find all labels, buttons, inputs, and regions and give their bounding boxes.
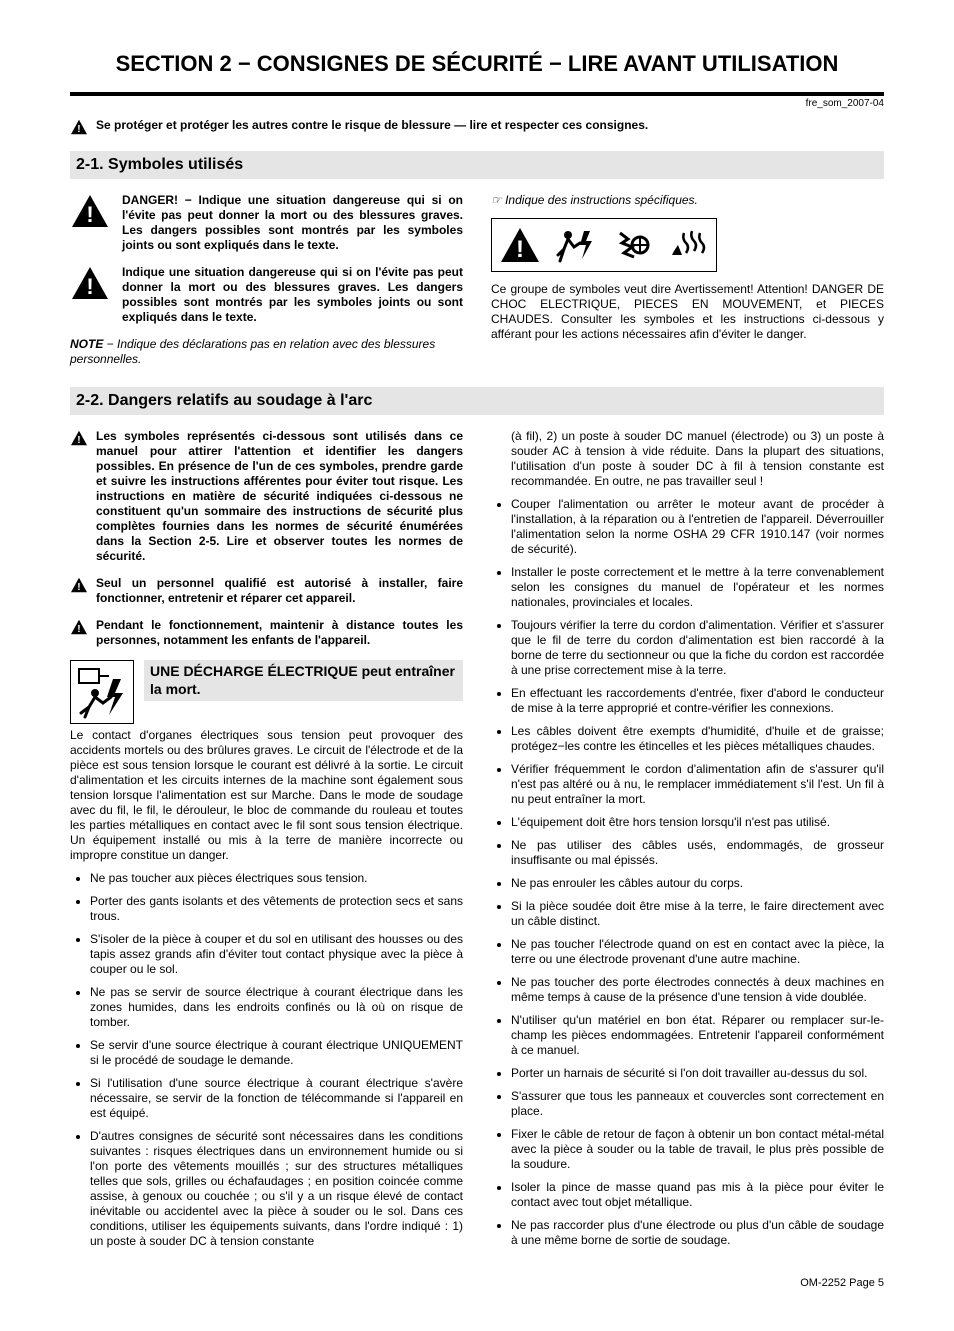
group-shock-icon <box>548 219 604 271</box>
group-hot-parts-icon <box>660 219 716 271</box>
warning-triangle-icon: ! <box>70 265 110 301</box>
list-item: Se servir d'une source électrique à cour… <box>90 1038 463 1068</box>
hazard-intro: Le contact d'organes électriques sous te… <box>70 728 463 863</box>
list-item: Ne pas toucher des porte électrodes conn… <box>511 975 884 1005</box>
sub1-columns: ! DANGER! − Indique une situation danger… <box>70 193 884 379</box>
note-text: − Indique des déclarations pas en relati… <box>70 337 435 366</box>
group-caption: Ce groupe de symboles veut dire Avertiss… <box>491 282 884 342</box>
svg-text:!: ! <box>86 274 93 299</box>
note-label: NOTE <box>70 337 103 351</box>
left-bullet-list: Ne pas toucher aux pièces électriques so… <box>70 871 463 1249</box>
pointer-text: Indique des instructions spécifiques. <box>505 193 698 207</box>
list-item: Porter un harnais de sécurité si l'on do… <box>511 1066 884 1081</box>
list-item: En effectuant les raccordements d'entrée… <box>511 686 884 716</box>
svg-text:!: ! <box>86 202 93 227</box>
right-lead-text: (à fil), 2) un poste à souder DC manuel … <box>491 429 884 489</box>
list-item: Ne pas raccorder plus d'une électrode ou… <box>511 1218 884 1248</box>
warning-triangle-icon: ! <box>70 119 88 135</box>
electric-shock-icon <box>70 660 134 724</box>
sub2-right-col: (à fil), 2) un poste à souder DC manuel … <box>491 429 884 1257</box>
svg-text:!: ! <box>77 435 80 446</box>
top-warning-text: Se protéger et protéger les autres contr… <box>96 118 648 133</box>
symbol-group-box: ! <box>491 218 717 272</box>
list-item: Couper l'alimentation ou arrêter le mote… <box>511 497 884 557</box>
sub2-warn2-text: Seul un personnel qualifié est autorisé … <box>96 576 463 606</box>
warning-triangle-icon: ! <box>70 619 88 635</box>
sub1-heading: 2-1. Symboles utilisés <box>70 151 884 179</box>
list-item: D'autres consignes de sécurité sont néce… <box>90 1129 463 1249</box>
list-item: S'isoler de la pièce à couper et du sol … <box>90 932 463 977</box>
section-rule <box>70 92 884 96</box>
group-warning-icon: ! <box>492 219 548 271</box>
list-item: Ne pas utiliser des câbles usés, endomma… <box>511 838 884 868</box>
sub2-left-col: ! Les symboles représentés ci-dessous so… <box>70 429 463 1257</box>
list-item: N'utiliser qu'un matériel en bon état. R… <box>511 1013 884 1058</box>
hazard-title: UNE DÉCHARGE ÉLECTRIQUE peut entraîner l… <box>144 660 463 701</box>
section-title: SECTION 2 − CONSIGNES DE SÉCURITÉ − LIRE… <box>70 50 884 78</box>
danger-symbol-row: ! DANGER! − Indique une situation danger… <box>70 193 463 253</box>
list-item: Ne pas enrouler les câbles autour du cor… <box>511 876 884 891</box>
list-item: Porter des gants isolants et des vêtemen… <box>90 894 463 924</box>
sub2-warn1: ! Les symboles représentés ci-dessous so… <box>70 429 463 564</box>
page: SECTION 2 − CONSIGNES DE SÉCURITÉ − LIRE… <box>0 0 954 1331</box>
list-item: S'assurer que tous les panneaux et couve… <box>511 1089 884 1119</box>
svg-text:!: ! <box>77 124 80 135</box>
list-item: Si l'utilisation d'une source électrique… <box>90 1076 463 1121</box>
sub2-warn3-text: Pendant le fonctionnement, maintenir à d… <box>96 618 463 648</box>
warning-triangle-icon: ! <box>70 577 88 593</box>
svg-text:!: ! <box>77 624 80 635</box>
doc-ref: fre_som_2007-04 <box>70 98 884 111</box>
page-footer: OM-2252 Page 5 <box>70 1277 884 1291</box>
sub2-warn1-text: Les symboles représentés ci-dessous sont… <box>96 429 463 564</box>
list-item: Les câbles doivent être exempts d'humidi… <box>511 724 884 754</box>
svg-text:!: ! <box>516 236 524 263</box>
list-item: Si la pièce soudée doit être mise à la t… <box>511 899 884 929</box>
danger-triangle-icon: ! <box>70 193 110 229</box>
right-bullet-list: Couper l'alimentation ou arrêter le mote… <box>491 497 884 1248</box>
sub2-columns: ! Les symboles représentés ci-dessous so… <box>70 429 884 1257</box>
sub2-warn3: ! Pendant le fonctionnement, maintenir à… <box>70 618 463 648</box>
note-line: NOTE − Indique des déclarations pas en r… <box>70 337 463 367</box>
list-item: Ne pas toucher l'électrode quand on est … <box>511 937 884 967</box>
warn-symbol-row: ! Indique une situation dangereuse qui s… <box>70 265 463 325</box>
list-item: Ne pas se servir de source électrique à … <box>90 985 463 1030</box>
sub2-warn2: ! Seul un personnel qualifié est autoris… <box>70 576 463 606</box>
top-warning-row: ! Se protéger et protéger les autres con… <box>70 118 884 135</box>
list-item: Ne pas toucher aux pièces électriques so… <box>90 871 463 886</box>
list-item: Toujours vérifier la terre du cordon d'a… <box>511 618 884 678</box>
list-item: L'équipement doit être hors tension lors… <box>511 815 884 830</box>
sub2-heading: 2-2. Dangers relatifs au soudage à l'arc <box>70 387 884 415</box>
list-item: Fixer le câble de retour de façon à obte… <box>511 1127 884 1172</box>
list-item: Installer le poste correctement et le me… <box>511 565 884 610</box>
electric-shock-hazard: UNE DÉCHARGE ÉLECTRIQUE peut entraîner l… <box>70 660 463 1249</box>
svg-text:!: ! <box>77 582 80 593</box>
pointer-line: ☞ Indique des instructions spécifiques. <box>491 193 884 208</box>
list-item: Isoler la pince de masse quand pas mis à… <box>511 1180 884 1210</box>
list-item: Vérifier fréquemment le cordon d'aliment… <box>511 762 884 807</box>
warn-text: Indique une situation dangereuse qui si … <box>122 265 463 325</box>
sub1-left-col: ! DANGER! − Indique une situation danger… <box>70 193 463 379</box>
group-moving-parts-icon <box>604 219 660 271</box>
warning-triangle-icon: ! <box>70 430 88 446</box>
sub1-right-col: ☞ Indique des instructions spécifiques. … <box>491 193 884 379</box>
danger-text: DANGER! − Indique une situation dangereu… <box>122 193 463 253</box>
